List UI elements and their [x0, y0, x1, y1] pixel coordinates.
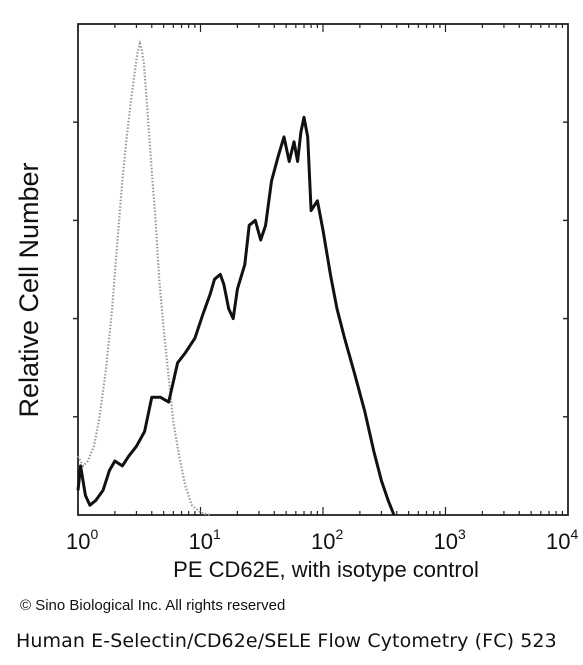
plot-frame	[77, 23, 569, 516]
y-axis-label: Relative Cell Number	[14, 162, 44, 417]
x-tick-label: 103	[434, 526, 466, 554]
figure-caption: Human E-Selectin/CD62e/SELE Flow Cytomet…	[16, 630, 557, 652]
x-tick-label: 101	[189, 526, 221, 554]
copyright-notice: © Sino Biological Inc. All rights reserv…	[20, 597, 286, 614]
isotype-control-curve	[77, 39, 211, 517]
x-axis-label: PE CD62E, with isotype control	[173, 557, 479, 582]
x-tick-label: 102	[311, 526, 343, 554]
series-layer	[76, 39, 396, 517]
x-tick-label: 104	[546, 526, 578, 554]
flow-cytometry-histogram: 100 101 102 103 104 Relative Cell Number PE …	[14, 23, 578, 582]
axis-ticks	[73, 24, 568, 515]
x-tick-labels: 100 101 102 103 104	[66, 526, 578, 554]
cd62e-stained-curve	[76, 115, 396, 516]
x-tick-label: 100	[66, 526, 98, 554]
